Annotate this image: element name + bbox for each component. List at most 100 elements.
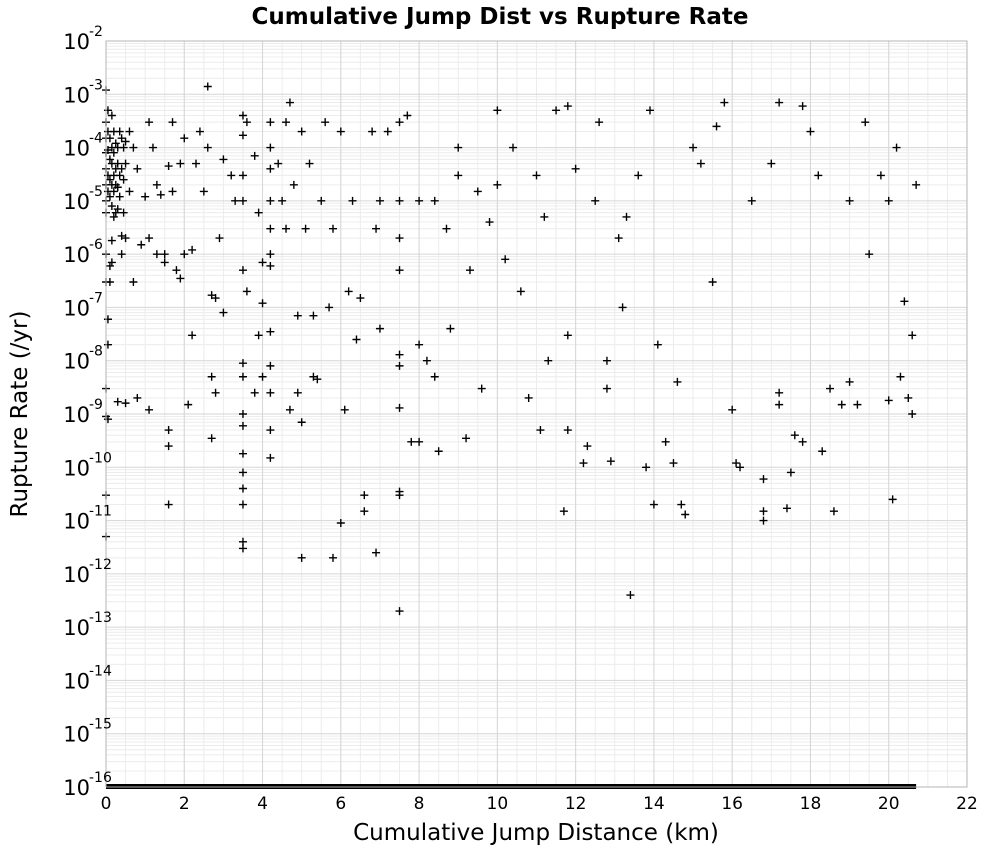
data-point: [900, 297, 909, 306]
y-tick-base: 10: [63, 243, 90, 267]
data-point: [164, 426, 173, 435]
data-point: [266, 143, 275, 152]
y-tick-exponent: -13: [89, 610, 112, 626]
data-point: [563, 426, 572, 435]
data-point: [645, 106, 654, 115]
data-point: [798, 437, 807, 446]
data-point: [199, 187, 208, 196]
x-tick-label: 20: [878, 794, 900, 814]
data-point: [266, 361, 275, 370]
data-point: [845, 196, 854, 205]
y-tick-exponent: -7: [89, 290, 103, 306]
y-tick-exponent: -10: [89, 450, 112, 466]
data-point: [145, 405, 154, 414]
data-point: [238, 484, 247, 493]
data-point: [317, 196, 326, 205]
data-point: [121, 159, 130, 168]
y-tick-exponent: -5: [89, 184, 103, 200]
data-point: [107, 258, 116, 267]
data-point: [328, 553, 337, 562]
data-point: [258, 299, 267, 308]
data-point: [219, 308, 228, 317]
data-point: [904, 393, 913, 402]
data-point: [238, 196, 247, 205]
chart-title: Cumulative Jump Dist vs Rupture Rate: [252, 4, 749, 30]
data-point: [634, 171, 643, 180]
data-point: [602, 356, 611, 365]
data-point: [105, 261, 114, 270]
data-point: [266, 224, 275, 233]
data-point: [720, 98, 729, 107]
data-point: [383, 127, 392, 136]
data-point: [119, 175, 128, 184]
data-point: [115, 192, 124, 201]
data-point: [184, 400, 193, 409]
data-point: [571, 164, 580, 173]
data-point: [454, 171, 463, 180]
data-point: [540, 212, 549, 221]
data-point: [747, 196, 756, 205]
data-point: [285, 98, 294, 107]
data-point: [105, 175, 114, 184]
y-tick-exponent: -12: [89, 557, 112, 573]
grid-lines: [105, 40, 968, 788]
data-point: [105, 134, 114, 143]
y-tick-exponent: -2: [89, 24, 103, 40]
data-point: [219, 155, 228, 164]
data-point: [395, 350, 404, 359]
data-point: [372, 548, 381, 557]
data-point: [238, 131, 247, 140]
data-point: [454, 143, 463, 152]
data-point: [360, 491, 369, 500]
data-point: [176, 159, 185, 168]
x-tick-label: 2: [179, 794, 190, 814]
data-point: [786, 468, 795, 477]
x-tick-label: 14: [643, 794, 665, 814]
y-tick-exponent: -14: [89, 663, 112, 679]
data-point: [105, 155, 114, 164]
data-point: [536, 426, 545, 435]
data-point: [579, 459, 588, 468]
data-point: [133, 393, 142, 402]
data-point: [888, 495, 897, 504]
data-point: [160, 258, 169, 267]
data-point: [115, 127, 124, 136]
data-point: [395, 403, 404, 412]
x-tick-label: 0: [101, 794, 112, 814]
data-point: [282, 118, 291, 127]
data-point: [712, 122, 721, 131]
data-point: [238, 468, 247, 477]
data-point: [501, 255, 510, 264]
data-point: [203, 143, 212, 152]
data-point: [274, 159, 283, 168]
data-point: [121, 399, 130, 408]
y-tick-base: 10: [63, 83, 90, 107]
y-tick-exponent: -8: [89, 344, 103, 360]
data-point: [336, 127, 345, 136]
data-point: [814, 171, 823, 180]
data-point: [238, 171, 247, 180]
data-point: [266, 261, 275, 270]
data-point: [837, 400, 846, 409]
data-point: [109, 212, 118, 221]
data-point: [103, 315, 112, 324]
plot-frame: [105, 40, 968, 788]
y-axis-ticks: 10-210-310-410-510-610-710-810-910 -1010-…: [63, 24, 112, 800]
data-point: [653, 340, 662, 349]
data-point: [125, 127, 134, 136]
data-point: [238, 421, 247, 430]
data-point: [309, 311, 318, 320]
data-point: [395, 266, 404, 275]
x-tick-label: 4: [257, 794, 268, 814]
data-point: [845, 377, 854, 386]
y-tick-exponent: -6: [89, 237, 103, 253]
y-tick-exponent: -4: [89, 131, 103, 147]
data-point: [375, 196, 384, 205]
data-point: [336, 519, 345, 528]
data-point: [853, 400, 862, 409]
data-point: [884, 396, 893, 405]
data-point: [798, 102, 807, 111]
data-point: [293, 311, 302, 320]
data-point: [278, 196, 287, 205]
x-tick-label: 22: [956, 794, 978, 814]
